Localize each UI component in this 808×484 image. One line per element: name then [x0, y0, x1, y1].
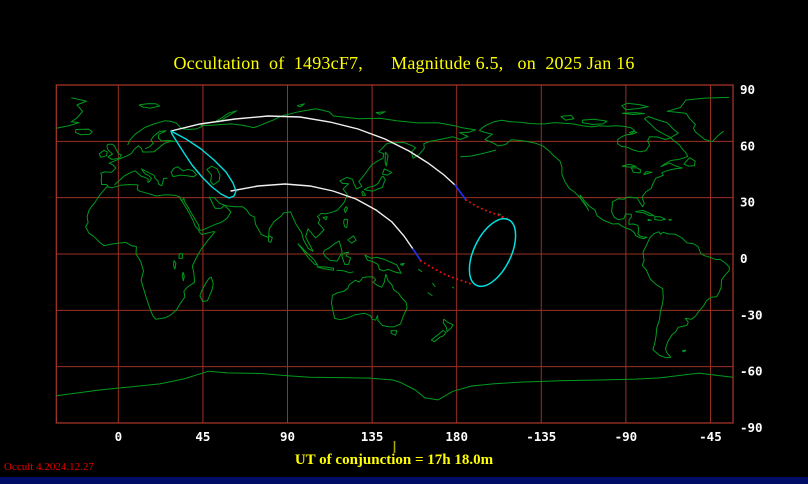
coastline [460, 149, 497, 158]
coastline [427, 292, 433, 297]
x-tick-label: 45 [195, 429, 210, 444]
coastline [621, 163, 637, 168]
coastline [641, 231, 730, 359]
coastline [347, 235, 357, 244]
coastline [138, 103, 161, 109]
coastline [644, 116, 679, 139]
east-limit-ellipse [468, 217, 517, 288]
x-tick-label: -45 [699, 429, 722, 444]
coastline [106, 143, 122, 160]
night-path-dotted-north [465, 199, 509, 220]
page-title: Occultation of 1493cF7, Magnitude 6.5, o… [173, 53, 635, 73]
x-tick-label: 90 [280, 429, 295, 444]
coastline [85, 184, 216, 320]
coastline [581, 118, 608, 125]
west-limit-loop [170, 130, 237, 199]
coastline [683, 157, 696, 167]
coastline [199, 276, 214, 302]
bottom-edge-bar [0, 477, 808, 484]
coastline [316, 266, 335, 271]
coastline [322, 240, 343, 262]
coastline [478, 119, 689, 240]
coastline [100, 130, 175, 187]
y-tick-label: 60 [740, 138, 755, 153]
coastline [173, 260, 177, 270]
coastline [630, 167, 642, 174]
coastline [206, 165, 221, 186]
coastline [643, 171, 653, 176]
coastline [75, 128, 93, 136]
conjunction-time-label: UT of conjunction = 17h 18.0m [294, 452, 494, 468]
coastline [442, 318, 454, 333]
coastline [497, 213, 502, 216]
x-tick-label: 135 [361, 429, 384, 444]
coastline [560, 114, 575, 121]
coastline [341, 251, 351, 265]
y-tick-label: -60 [740, 364, 763, 379]
coastline [384, 151, 389, 167]
coastline [343, 206, 348, 214]
coastline [336, 269, 354, 274]
coastline [364, 254, 402, 274]
program-version-label: Occult 4.2024.12.27 [4, 461, 94, 473]
coastline [322, 216, 328, 221]
coastline [647, 218, 652, 222]
occultation-south-limit [230, 183, 414, 250]
y-tick-label: -90 [740, 420, 763, 435]
coastline [418, 268, 423, 273]
coastline [181, 271, 185, 282]
coastline [297, 243, 319, 266]
terminator-blue-segment-north [454, 184, 467, 201]
y-tick-label: 90 [740, 82, 755, 97]
coastline [343, 218, 349, 229]
coastline [654, 216, 666, 221]
coastline [114, 168, 168, 187]
coastline [681, 349, 687, 353]
coastline [430, 329, 447, 343]
coastline [331, 273, 408, 328]
coastline [668, 218, 672, 221]
coastline [399, 262, 405, 266]
coastline [381, 168, 393, 176]
coastline [621, 102, 649, 111]
coastline [268, 235, 273, 243]
coastline [375, 111, 386, 115]
coastline [628, 130, 638, 135]
coastline [621, 112, 645, 115]
coastline [127, 108, 476, 252]
coastline [56, 370, 733, 401]
y-tick-label: 30 [740, 195, 755, 210]
y-tick-label: 0 [740, 251, 748, 266]
map-frame-border [55, 84, 734, 424]
coastline [390, 330, 398, 336]
coastline [451, 286, 455, 289]
x-tick-label: 180 [445, 429, 468, 444]
coastline [98, 149, 108, 158]
coastline [361, 190, 366, 196]
coastline [170, 166, 197, 178]
x-tick-label: 0 [115, 429, 123, 444]
night-path-dotted-south [420, 260, 475, 286]
x-tick-label: -90 [615, 429, 638, 444]
coastline [178, 253, 184, 259]
coastline [56, 96, 730, 143]
y-tick-label: -30 [740, 307, 763, 322]
terminator-blue-segment-south [412, 248, 422, 262]
x-tick-label: -135 [526, 429, 556, 444]
coastline [296, 103, 305, 108]
coastline [432, 282, 436, 288]
coastline [363, 175, 386, 192]
occultation-north-limit [170, 115, 456, 186]
coastline [635, 209, 655, 217]
